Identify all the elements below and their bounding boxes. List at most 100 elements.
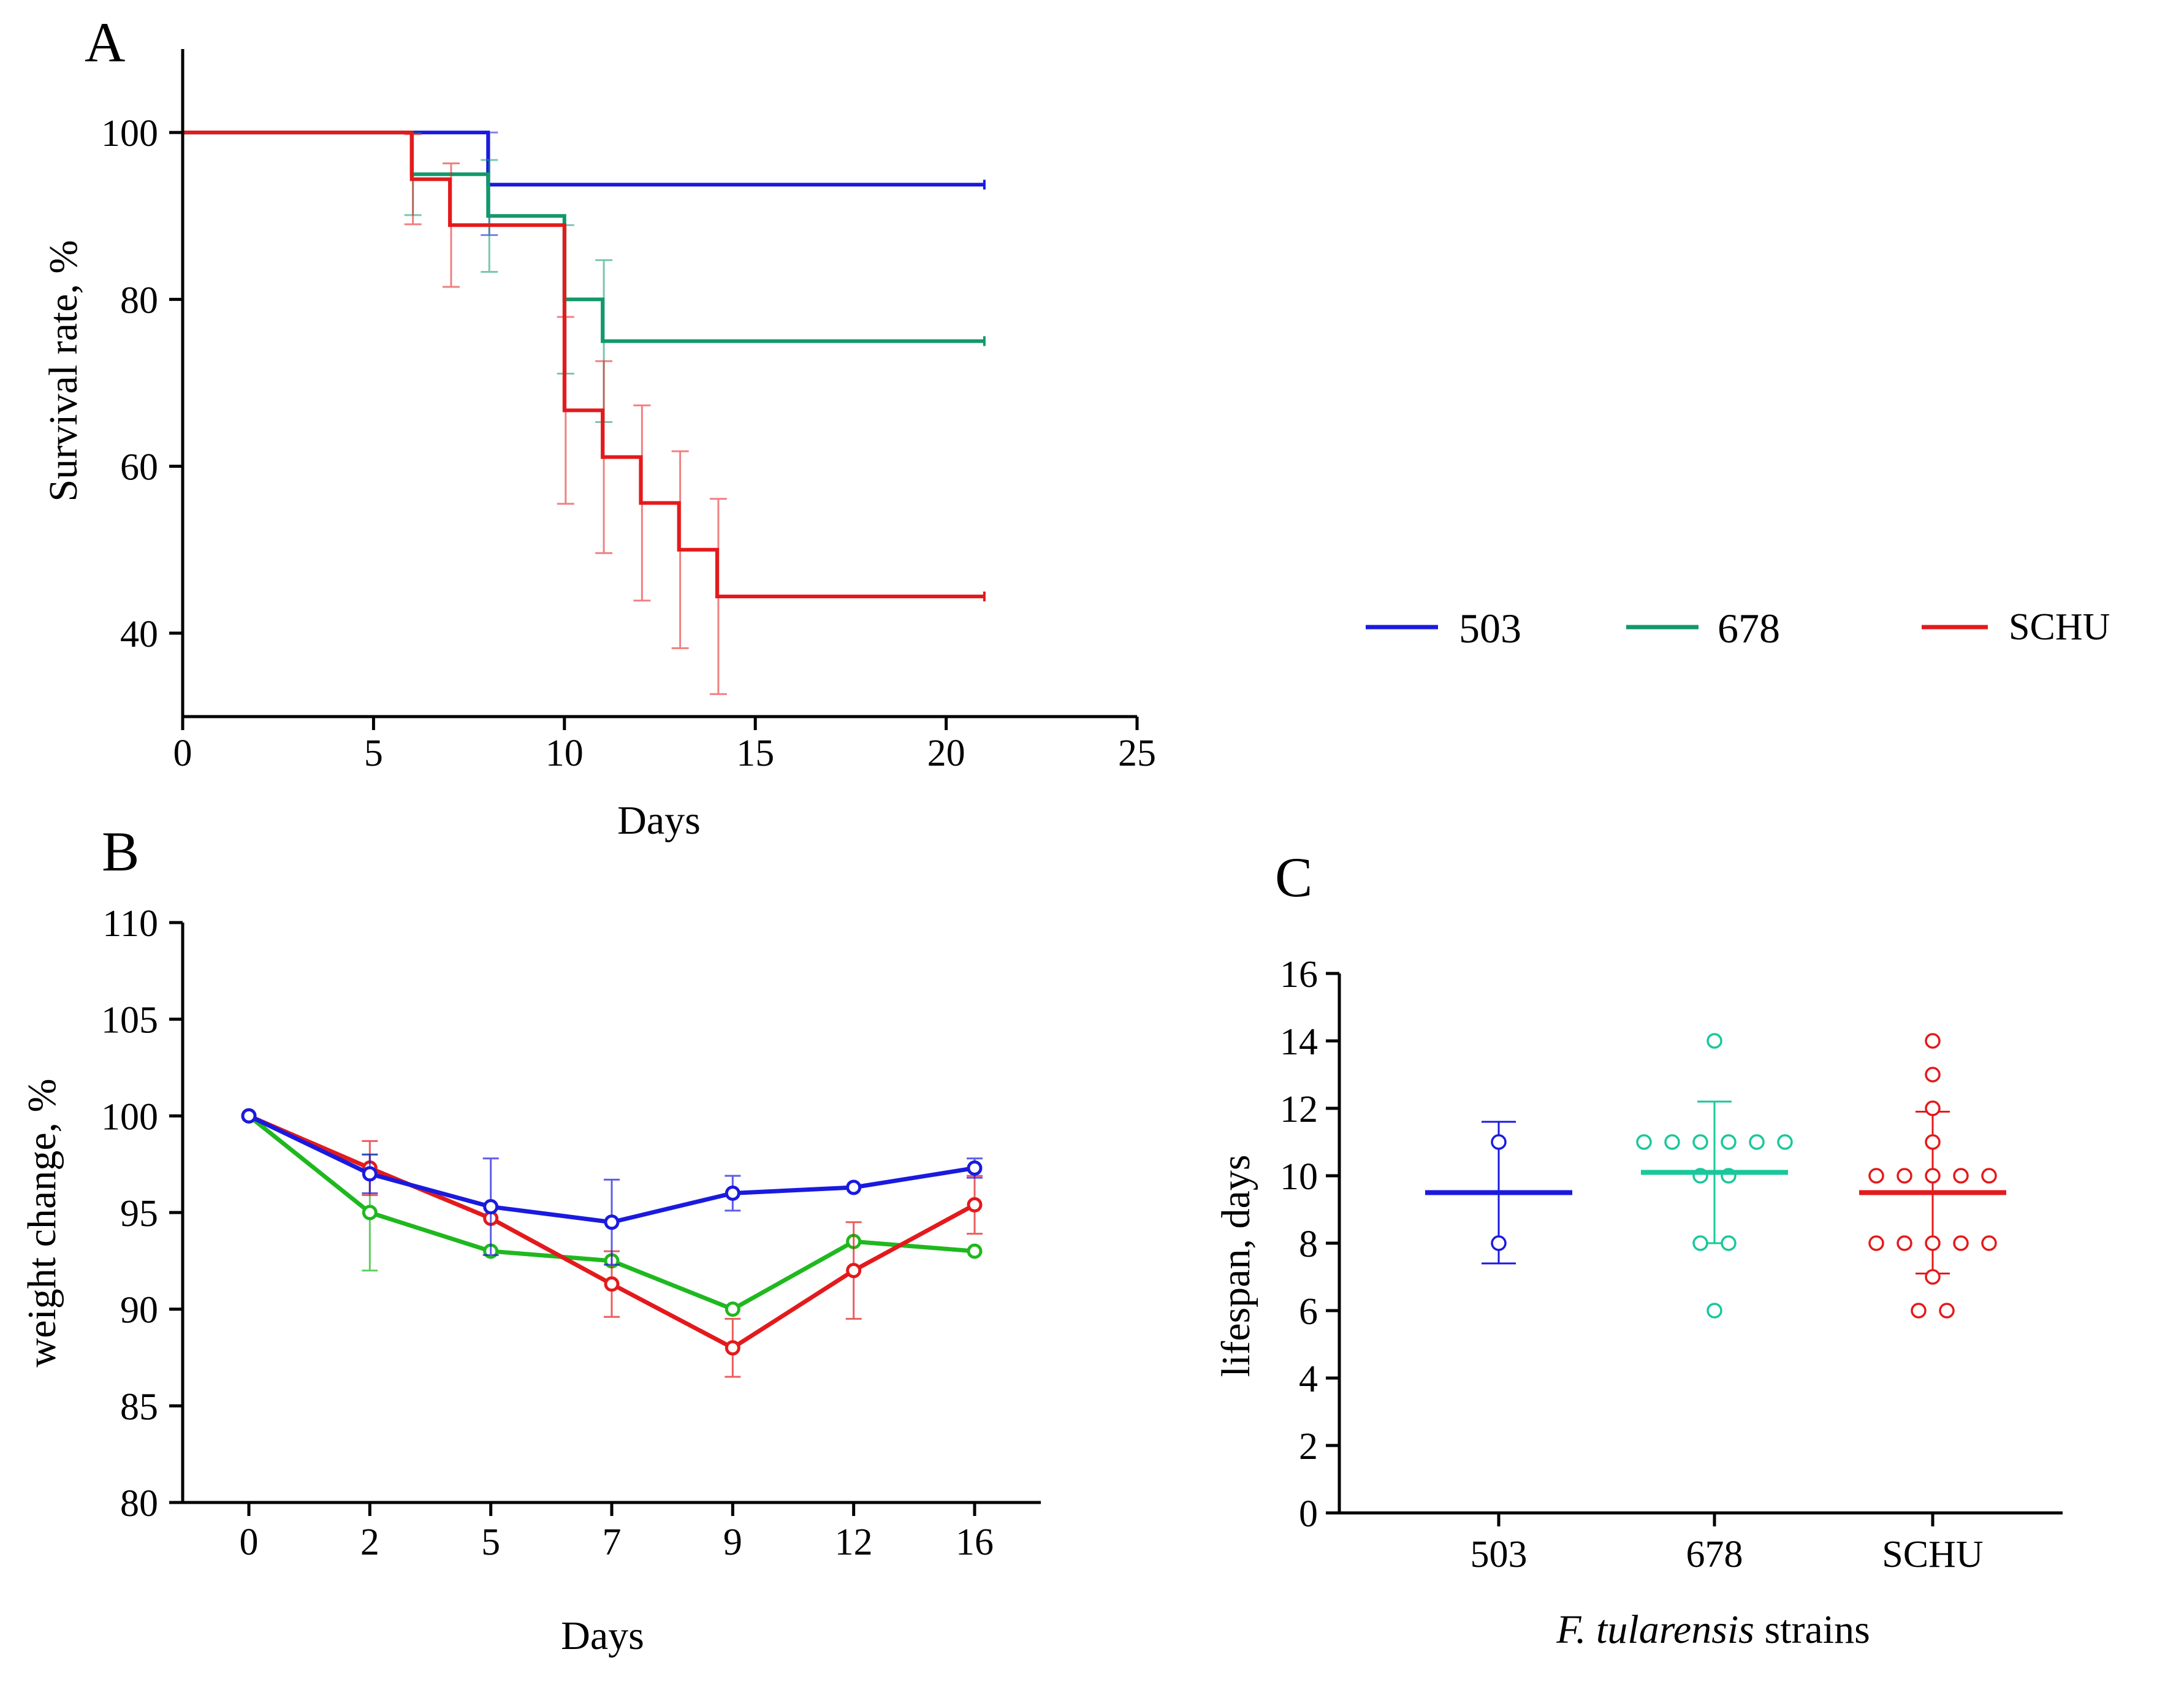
weight-x-tick-label: 0 [240, 1521, 259, 1563]
survival-y-tick-label: 60 [120, 447, 158, 489]
weight-y-tick-label: 110 [102, 903, 158, 945]
survival-x-tick-label: 5 [364, 733, 383, 774]
lifespan-chart: 0 2 4 6 8 10 12 14 16 503 678 SCHU F. tularensis st… [1214, 954, 2063, 1652]
weight-y-tick-label: 85 [120, 1386, 158, 1428]
survival-x-tick-label: 0 [173, 733, 192, 774]
legend-label-678: 678 [1718, 605, 1780, 652]
weight-y-tick-label: 90 [120, 1290, 158, 1331]
lifespan-x-tick-label: 503 [1471, 1534, 1528, 1575]
survival-y-tick-label: 40 [120, 614, 158, 655]
lifespan-point-schu [1911, 1303, 1927, 1319]
survival-y-axis-title: Survival rate, % [41, 240, 86, 501]
lifespan-y-axis-title: lifespan, days [1214, 1155, 1258, 1377]
lifespan-group-503 [1425, 1121, 1572, 1265]
lifespan-point-schu [1953, 1235, 1969, 1251]
survival-y-tick-label: 100 [101, 113, 158, 154]
survival-x-tick-label: 20 [927, 733, 965, 774]
lifespan-point-schu [1925, 1100, 1941, 1116]
weight-point-678 [362, 1205, 378, 1221]
survival-x-tick-label: 25 [1118, 733, 1156, 774]
lifespan-point-schu [1953, 1168, 1969, 1184]
legend-item-503: 503 [1366, 605, 1521, 652]
lifespan-point-678 [1721, 1134, 1737, 1150]
lifespan-point-schu [1925, 1033, 1941, 1049]
legend-item-schu: SCHU [1922, 606, 2110, 648]
weight-point-503 [483, 1199, 499, 1215]
panel-letter-b: B [102, 820, 139, 883]
weight-point-503 [241, 1108, 257, 1124]
weight-point-schu [725, 1340, 740, 1356]
lifespan-x-tick-label: 678 [1686, 1534, 1743, 1575]
survival-y-tick-label: 80 [120, 280, 158, 321]
survival-x-tick-label: 15 [736, 733, 774, 774]
weight-point-schu [846, 1263, 862, 1279]
survival-x-axis-title: Days [617, 798, 701, 843]
weight-y-tick-label: 100 [101, 1096, 158, 1138]
lifespan-x-axis-title-italic: F. tularensis [1556, 1607, 1754, 1652]
weight-x-tick-label: 16 [956, 1521, 994, 1563]
lifespan-point-schu [1925, 1235, 1941, 1251]
weight-point-schu [967, 1197, 983, 1213]
lifespan-y-tick-label: 14 [1280, 1021, 1318, 1063]
lifespan-point-schu [1925, 1168, 1941, 1184]
weight-point-678 [725, 1301, 740, 1317]
lifespan-point-678 [1692, 1134, 1708, 1150]
weight-point-503 [725, 1185, 740, 1201]
weight-x-tick-label: 12 [835, 1521, 873, 1563]
lifespan-y-tick-label: 2 [1299, 1426, 1318, 1468]
weight-x-tick-label: 5 [481, 1521, 500, 1563]
lifespan-point-678 [1706, 1303, 1722, 1319]
panel-letter-a: A [85, 11, 125, 74]
lifespan-point-678 [1636, 1134, 1652, 1150]
survival-series-503 [183, 131, 984, 187]
legend-label-schu: SCHU [2009, 606, 2110, 648]
weight-point-503 [967, 1160, 983, 1176]
weight-y-axis-title: weight change, % [20, 1079, 64, 1368]
lifespan-point-schu [1897, 1168, 1912, 1184]
lifespan-y-tick-label: 10 [1280, 1156, 1318, 1198]
lifespan-y-tick-label: 4 [1299, 1358, 1318, 1400]
lifespan-point-678 [1749, 1134, 1765, 1150]
lifespan-point-schu [1897, 1235, 1912, 1251]
survival-series-678 [183, 131, 984, 343]
lifespan-point-schu [1925, 1067, 1941, 1083]
lifespan-y-tick-label: 0 [1299, 1493, 1318, 1535]
lifespan-point-503 [1491, 1235, 1507, 1251]
weight-point-503 [362, 1166, 378, 1182]
lifespan-y-tick-label: 12 [1280, 1089, 1318, 1130]
lifespan-group-678 [1636, 1033, 1793, 1319]
lifespan-point-503 [1491, 1134, 1507, 1150]
survival-x-tick-label: 10 [546, 733, 584, 774]
lifespan-point-schu [1981, 1168, 1997, 1184]
lifespan-x-axis-title-rest: strains [1754, 1607, 1870, 1652]
lifespan-group-schu [1859, 1033, 2006, 1319]
lifespan-point-schu [1868, 1168, 1884, 1184]
survival-series-schu [183, 131, 984, 598]
lifespan-x-tick-label: SCHU [1882, 1534, 1983, 1575]
lifespan-point-678 [1664, 1134, 1680, 1150]
legend-label-503: 503 [1459, 605, 1521, 652]
lifespan-point-schu [1925, 1134, 1941, 1150]
legend-item-678: 678 [1626, 605, 1780, 652]
lifespan-point-schu [1939, 1303, 1955, 1319]
lifespan-y-tick-label: 8 [1299, 1224, 1318, 1265]
weight-point-503 [846, 1179, 862, 1195]
lifespan-point-678 [1706, 1033, 1722, 1049]
lifespan-point-schu [1868, 1235, 1884, 1251]
lifespan-y-tick-label: 16 [1280, 954, 1318, 996]
lifespan-point-678 [1721, 1235, 1737, 1251]
panel-letter-c: C [1275, 846, 1312, 908]
lifespan-y-tick-label: 6 [1299, 1291, 1318, 1333]
lifespan-point-schu [1925, 1269, 1941, 1285]
lifespan-point-678 [1692, 1235, 1708, 1251]
weight-x-tick-label: 9 [723, 1521, 742, 1563]
weight-point-schu [604, 1276, 620, 1292]
weight-x-axis-title: Days [561, 1613, 644, 1658]
legend: 503 678 SCHU [1366, 605, 2110, 652]
lifespan-point-schu [1981, 1235, 1997, 1251]
weight-point-503 [604, 1214, 620, 1230]
weight-x-tick-label: 2 [360, 1521, 379, 1563]
lifespan-x-axis-title: F. tularensis strains [1556, 1607, 1870, 1652]
lifespan-point-678 [1777, 1134, 1793, 1150]
